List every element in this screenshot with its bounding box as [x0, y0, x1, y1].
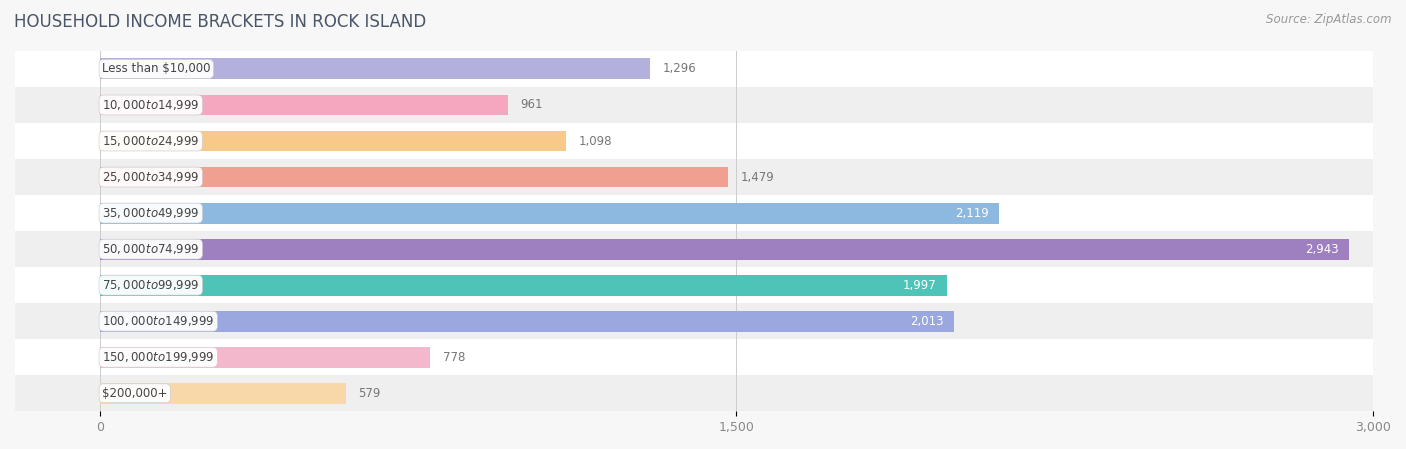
- Text: Less than $10,000: Less than $10,000: [103, 62, 211, 75]
- Bar: [100, 167, 727, 188]
- Bar: [100, 131, 565, 151]
- Text: 1,997: 1,997: [903, 279, 936, 292]
- Text: $100,000 to $149,999: $100,000 to $149,999: [103, 314, 214, 328]
- Bar: [15, 195, 1374, 231]
- Text: 1,479: 1,479: [741, 171, 775, 184]
- Bar: [15, 375, 1374, 411]
- Text: $150,000 to $199,999: $150,000 to $199,999: [103, 350, 214, 364]
- Bar: [100, 202, 1000, 224]
- Text: $200,000+: $200,000+: [103, 387, 167, 400]
- Bar: [100, 239, 1348, 260]
- Bar: [15, 303, 1374, 339]
- Text: 2,943: 2,943: [1305, 242, 1339, 255]
- Bar: [15, 159, 1374, 195]
- Text: $15,000 to $24,999: $15,000 to $24,999: [103, 134, 200, 148]
- Bar: [15, 339, 1374, 375]
- Bar: [100, 58, 650, 79]
- Text: 2,013: 2,013: [910, 315, 943, 328]
- Text: 961: 961: [520, 98, 543, 111]
- Text: 778: 778: [443, 351, 465, 364]
- Text: 579: 579: [359, 387, 381, 400]
- Bar: [15, 267, 1374, 303]
- Text: $75,000 to $99,999: $75,000 to $99,999: [103, 278, 200, 292]
- Bar: [15, 231, 1374, 267]
- Bar: [100, 347, 430, 368]
- Bar: [100, 311, 955, 332]
- Bar: [15, 87, 1374, 123]
- Text: 1,098: 1,098: [579, 135, 612, 148]
- Text: $35,000 to $49,999: $35,000 to $49,999: [103, 206, 200, 220]
- Text: $50,000 to $74,999: $50,000 to $74,999: [103, 242, 200, 256]
- Bar: [100, 95, 508, 115]
- Bar: [15, 51, 1374, 87]
- Text: $25,000 to $34,999: $25,000 to $34,999: [103, 170, 200, 184]
- Text: HOUSEHOLD INCOME BRACKETS IN ROCK ISLAND: HOUSEHOLD INCOME BRACKETS IN ROCK ISLAND: [14, 13, 426, 31]
- Bar: [15, 123, 1374, 159]
- Text: Source: ZipAtlas.com: Source: ZipAtlas.com: [1267, 13, 1392, 26]
- Bar: [100, 383, 346, 404]
- Text: 2,119: 2,119: [955, 207, 988, 220]
- Bar: [100, 275, 948, 295]
- Text: 1,296: 1,296: [662, 62, 696, 75]
- Text: $10,000 to $14,999: $10,000 to $14,999: [103, 98, 200, 112]
